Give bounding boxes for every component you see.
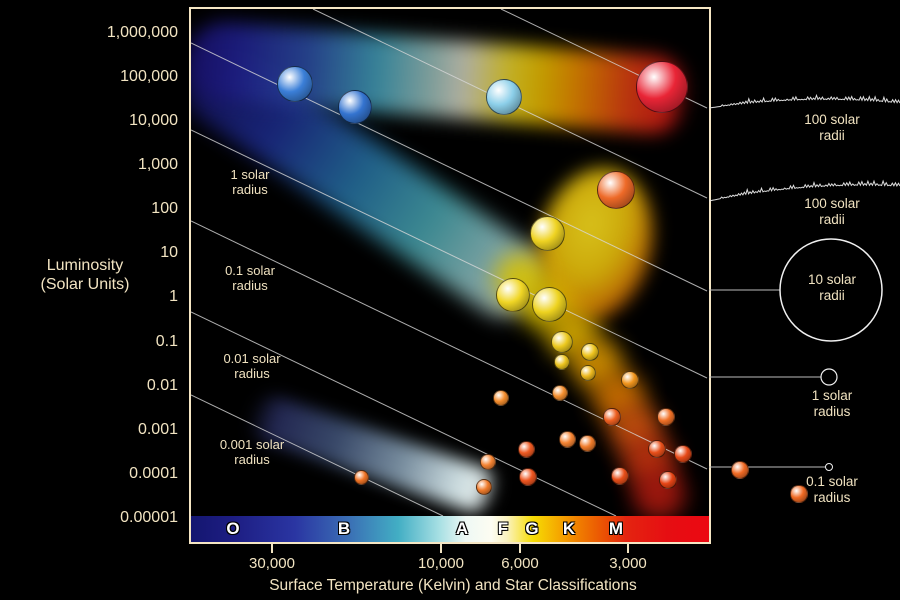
size-comparison-label-line2: radii xyxy=(819,128,845,143)
radius-line-label: 0.001 solar radius xyxy=(197,437,307,467)
star-point xyxy=(611,467,629,485)
radius-line-label-line2: radius xyxy=(234,452,270,467)
radius-line-label-line1: 0.1 solar xyxy=(225,263,275,278)
star-point xyxy=(551,331,573,353)
size-comparison-label-line2: radii xyxy=(819,212,845,227)
star-point xyxy=(621,371,639,389)
size-comparison-label-line1: 1 solar xyxy=(811,388,853,403)
circle-10-solar-radii xyxy=(779,238,883,342)
star-point xyxy=(519,468,537,486)
radius-line-label-line2: radius xyxy=(232,278,268,293)
x-tick-label: 30,000 xyxy=(249,555,295,572)
size-comparison-label: 1 solar radius xyxy=(772,388,892,420)
x-axis-title: Surface Temperature (Kelvin) and Star Cl… xyxy=(269,577,637,594)
spectral-letter-K: K xyxy=(562,519,576,538)
spectral-letter-M: M xyxy=(608,519,624,538)
radius-line-label: 0.1 solar radius xyxy=(195,263,305,293)
star-point xyxy=(636,61,688,113)
radius-line-label-line1: 0.01 solar xyxy=(223,351,281,366)
star-point xyxy=(558,430,576,448)
spectral-letter-F: F xyxy=(497,519,509,538)
example-red-dwarf-sphere xyxy=(790,485,808,503)
radius-line-label-line1: 0.001 solar xyxy=(219,437,285,452)
circle-1-solar-radius xyxy=(820,368,838,386)
x-tick-mark xyxy=(440,543,442,553)
y-tick-label: 0.0001 xyxy=(129,465,178,482)
star-point xyxy=(552,385,568,401)
size-comparison-label: 0.1 solar radius xyxy=(772,474,892,506)
y-tick-label: 10,000 xyxy=(129,112,178,129)
star-point xyxy=(529,215,565,251)
x-tick-label: 3,000 xyxy=(609,555,647,572)
spectral-letter-B: B xyxy=(337,519,351,538)
star-point xyxy=(648,440,666,458)
x-tick-mark xyxy=(627,543,629,553)
star-point xyxy=(674,445,692,463)
x-tick-label: 6,000 xyxy=(501,555,539,572)
y-axis-title-line2: (Solar Units) xyxy=(40,276,130,293)
y-tick-label: 0.1 xyxy=(155,333,178,350)
y-axis-title-line1: Luminosity xyxy=(46,257,124,274)
radius-line-label-line1: 1 solar xyxy=(230,167,270,182)
star-point xyxy=(603,408,621,426)
star-point xyxy=(353,469,369,485)
example-red-dwarf-sphere xyxy=(730,460,750,480)
size-comparison-label-line2: radius xyxy=(813,490,851,505)
size-comparison-label-line1: 10 solar xyxy=(807,272,857,287)
size-comparison-label: 100 solar radii xyxy=(772,196,892,228)
star-point xyxy=(277,66,313,102)
star-point xyxy=(531,286,567,322)
star-point xyxy=(581,343,599,361)
size-comparison-label-line2: radii xyxy=(819,288,845,303)
radius-line-label-line2: radius xyxy=(234,366,270,381)
star-point xyxy=(554,354,570,370)
size-comparison-label-line1: 100 solar xyxy=(804,112,860,127)
radius-line-label: 1 solar radius xyxy=(195,167,305,197)
y-tick-label: 1 xyxy=(169,288,178,305)
x-tick-label: 10,000 xyxy=(418,555,464,572)
giant-star-limb-arc-top xyxy=(709,93,900,109)
y-tick-label: 1,000 xyxy=(137,156,178,173)
y-tick-label: 10 xyxy=(160,244,178,261)
y-tick-label: 100 xyxy=(151,200,178,217)
x-tick-mark xyxy=(519,543,521,553)
y-tick-label: 100,000 xyxy=(120,68,178,85)
size-comparison-graphics xyxy=(709,93,900,471)
y-tick-label: 0.01 xyxy=(146,377,178,394)
star-point xyxy=(338,90,372,124)
giant-star-limb-arc-middle xyxy=(709,179,900,202)
y-tick-label: 0.001 xyxy=(137,421,178,438)
size-comparison-label-line2: radius xyxy=(813,404,851,419)
star-point xyxy=(578,434,596,452)
star-point xyxy=(480,454,496,470)
star-point xyxy=(597,171,635,209)
star-point xyxy=(496,278,530,312)
y-tick-label: 1,000,000 xyxy=(106,24,178,41)
star-point xyxy=(493,390,509,406)
star-point xyxy=(580,365,596,381)
radius-line-label: 0.01 solar radius xyxy=(197,351,307,381)
spectral-letter-A: A xyxy=(455,519,469,538)
circle-01-solar-radius xyxy=(825,463,833,471)
star-point xyxy=(486,79,522,115)
y-axis-title: Luminosity (Solar Units) xyxy=(4,256,166,294)
size-comparison-label: 10 solar radii xyxy=(772,272,892,304)
star-point xyxy=(657,408,675,426)
spectral-letter-G: G xyxy=(525,519,539,538)
x-tick-mark xyxy=(271,543,273,553)
star-point xyxy=(517,440,535,458)
spectral-class-band xyxy=(191,516,709,542)
plot-area: 1 solar radius 0.1 solar radius 0.01 solar ra… xyxy=(189,7,711,544)
size-comparison-label-line1: 100 solar xyxy=(804,196,860,211)
radius-line-label-line2: radius xyxy=(232,182,268,197)
star-point xyxy=(476,479,492,495)
size-comparison-label-line1: 0.1 solar xyxy=(806,474,858,489)
y-tick-label: 0.00001 xyxy=(120,509,178,526)
size-comparison-label: 100 solar radii xyxy=(772,112,892,144)
spectral-letter-O: O xyxy=(226,519,240,538)
